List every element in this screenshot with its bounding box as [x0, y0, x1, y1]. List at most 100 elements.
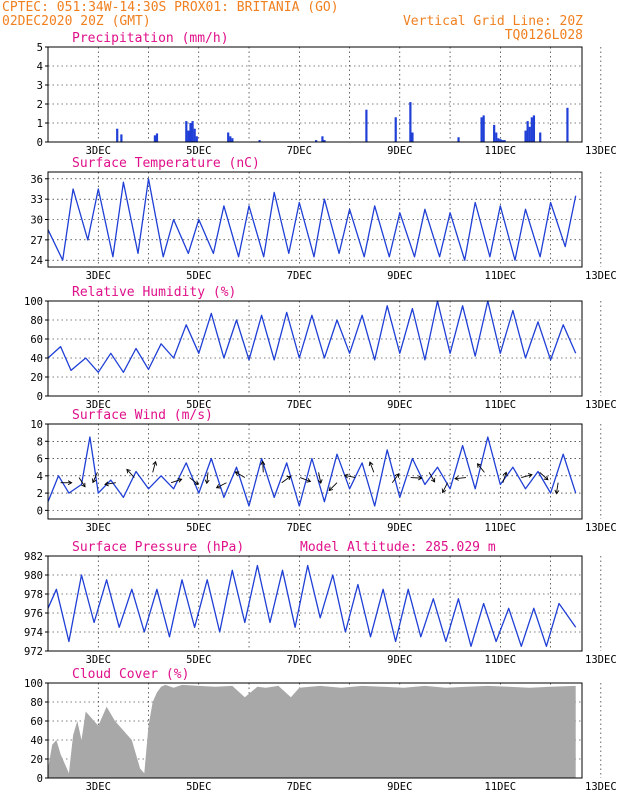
precip-bar — [530, 117, 533, 142]
wind-arrow — [428, 472, 436, 483]
wind-arrowhead — [152, 460, 158, 466]
cloud-xtick-label: 11DEC — [485, 781, 517, 793]
pressure-ytick-label: 976 — [24, 608, 43, 620]
wind-arrow — [328, 482, 338, 491]
wind-arrowhead — [527, 473, 533, 478]
precip-bar — [482, 115, 485, 142]
wind-xtick-label: 7DEC — [287, 522, 312, 534]
pressure-annotation: Model Altitude: 285.029 m — [300, 540, 496, 555]
precip-bar — [153, 135, 156, 142]
header-location: CPTEC: 051:34W-14:30S PROX01: BRITANIA (… — [2, 0, 339, 15]
wind-arrowhead — [126, 468, 131, 474]
cloud-xtick-label: 13DEC — [585, 781, 617, 793]
wind-arrow — [369, 461, 375, 473]
wind-arrow — [92, 472, 98, 483]
precip-panel: Precipitation (mm/h) 0 1 2 3 4 5 3DEC 5DEC 7DEC 9D… — [37, 31, 617, 157]
temperature-xtick-label: 3DEC — [86, 270, 111, 282]
pressure-ytick-label: 982 — [24, 551, 43, 563]
pressure-xtick-label: 13DEC — [585, 654, 617, 666]
wind-arrow — [299, 477, 311, 482]
temperature-ytick-label: 30 — [30, 215, 43, 227]
wind-arrowhead — [204, 479, 210, 485]
humidity-ytick-label: 20 — [30, 372, 43, 384]
precip-bar — [539, 132, 542, 142]
temperature-xtick-label: 9DEC — [387, 270, 412, 282]
humidity-xtick-label: 9DEC — [387, 399, 412, 411]
pressure-ytick-label: 972 — [24, 646, 43, 658]
precip-bar — [409, 102, 412, 142]
wind-arrowhead — [328, 486, 334, 492]
wind-panel: Surface Wind (m/s) 0 2 4 6 8 10 3DEC 5DEC 7DEC 9DE… — [30, 408, 617, 534]
temperature-line — [47, 178, 577, 261]
humidity-xtick-label: 5DEC — [186, 399, 211, 411]
cloud-ytick-label: 20 — [30, 754, 43, 766]
pressure-ytick-label: 980 — [24, 570, 43, 582]
wind-arrowhead — [454, 475, 459, 481]
wind-arrow — [539, 472, 549, 481]
pressure-title: Surface Pressure (hPa) — [72, 540, 244, 555]
pressure-xtick-label: 3DEC — [86, 654, 111, 666]
wind-arrowhead — [67, 480, 73, 486]
header-model: TQ0126L028 — [505, 28, 583, 43]
wind-arrowhead — [368, 461, 374, 467]
precip-xtick-label: 5DEC — [186, 145, 211, 157]
temperature-panel: Surface Temperature (nC) 24 27 30 33 36 3DEC 5D… — [30, 156, 617, 282]
cloud-ytick-label: 60 — [30, 716, 43, 728]
wind-arrow — [521, 474, 533, 478]
wind-arrowhead — [81, 482, 86, 488]
wind-arrowhead — [441, 488, 447, 494]
cloud-area — [48, 684, 576, 778]
precip-bar — [503, 140, 506, 142]
cloud-ytick-label: 0 — [37, 773, 43, 785]
wind-arrowhead — [554, 489, 560, 495]
wind-arrow — [281, 475, 291, 484]
wind-arrow — [104, 482, 116, 485]
temperature-ytick-label: 24 — [30, 255, 43, 267]
wind-arrowhead — [260, 460, 266, 466]
precip-bar — [411, 132, 414, 142]
humidity-ytick-label: 100 — [24, 296, 43, 308]
precip-bar — [116, 128, 119, 142]
pressure-ytick-label: 978 — [24, 589, 43, 601]
precip-bar — [120, 134, 123, 142]
temperature-xtick-label: 11DEC — [485, 270, 517, 282]
precip-bar — [191, 121, 194, 142]
wind-arrowhead — [394, 473, 400, 478]
wind-arrowhead — [306, 478, 312, 483]
temperature-title: Surface Temperature (nC) — [72, 156, 260, 171]
humidity-line — [47, 300, 577, 373]
wind-xtick-label: 3DEC — [86, 522, 111, 534]
precip-bar — [394, 117, 397, 142]
wind-arrow — [454, 477, 467, 480]
precip-ytick-label: 4 — [37, 61, 43, 73]
temperature-frame — [47, 171, 583, 268]
precip-bar — [229, 136, 232, 142]
precip-bar — [195, 136, 198, 142]
header-date: 02DEC2020 20Z (GMT) — [2, 14, 151, 29]
wind-arrowhead — [417, 475, 423, 481]
precip-bar — [323, 140, 326, 142]
humidity-panel: Relative Humidity (%) 0 20 40 60 80 100 3DEC 5DE… — [24, 285, 617, 411]
pressure-frame — [47, 555, 583, 652]
precip-bar — [189, 123, 192, 142]
precip-bar — [499, 139, 502, 142]
wind-xtick-label: 13DEC — [585, 522, 617, 534]
precip-ytick-label: 0 — [37, 137, 43, 149]
wind-arrow — [318, 472, 322, 484]
wind-arrowhead — [430, 477, 436, 483]
precip-frame — [47, 46, 583, 143]
wind-arrow — [442, 482, 448, 493]
temperature-xtick-label: 13DEC — [585, 270, 617, 282]
pressure-line — [47, 564, 577, 647]
wind-arrow — [391, 473, 400, 483]
wind-arrow — [410, 477, 422, 479]
wind-ytick-label: 0 — [37, 505, 43, 517]
wind-arrow — [78, 477, 86, 488]
temperature-ytick-label: 27 — [30, 235, 43, 247]
wind-arrowhead — [177, 477, 183, 483]
wind-arrowhead — [215, 484, 221, 489]
precip-bar — [480, 117, 483, 142]
humidity-ytick-label: 60 — [30, 334, 43, 346]
precip-bar — [258, 140, 261, 142]
humidity-ytick-label: 40 — [30, 353, 43, 365]
